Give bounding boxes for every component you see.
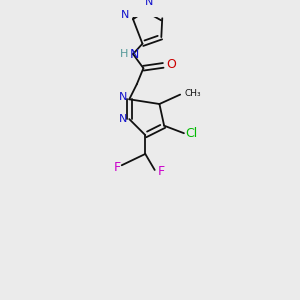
Text: O: O	[166, 58, 176, 71]
Text: F: F	[113, 160, 121, 174]
Text: N: N	[145, 0, 153, 7]
Text: H: H	[120, 49, 129, 59]
Text: N: N	[118, 92, 127, 102]
Text: F: F	[158, 165, 165, 178]
Text: N: N	[118, 114, 127, 124]
Text: CH₃: CH₃	[185, 89, 202, 98]
Text: N: N	[121, 11, 130, 20]
Text: Cl: Cl	[185, 127, 198, 140]
Text: N: N	[129, 48, 139, 61]
